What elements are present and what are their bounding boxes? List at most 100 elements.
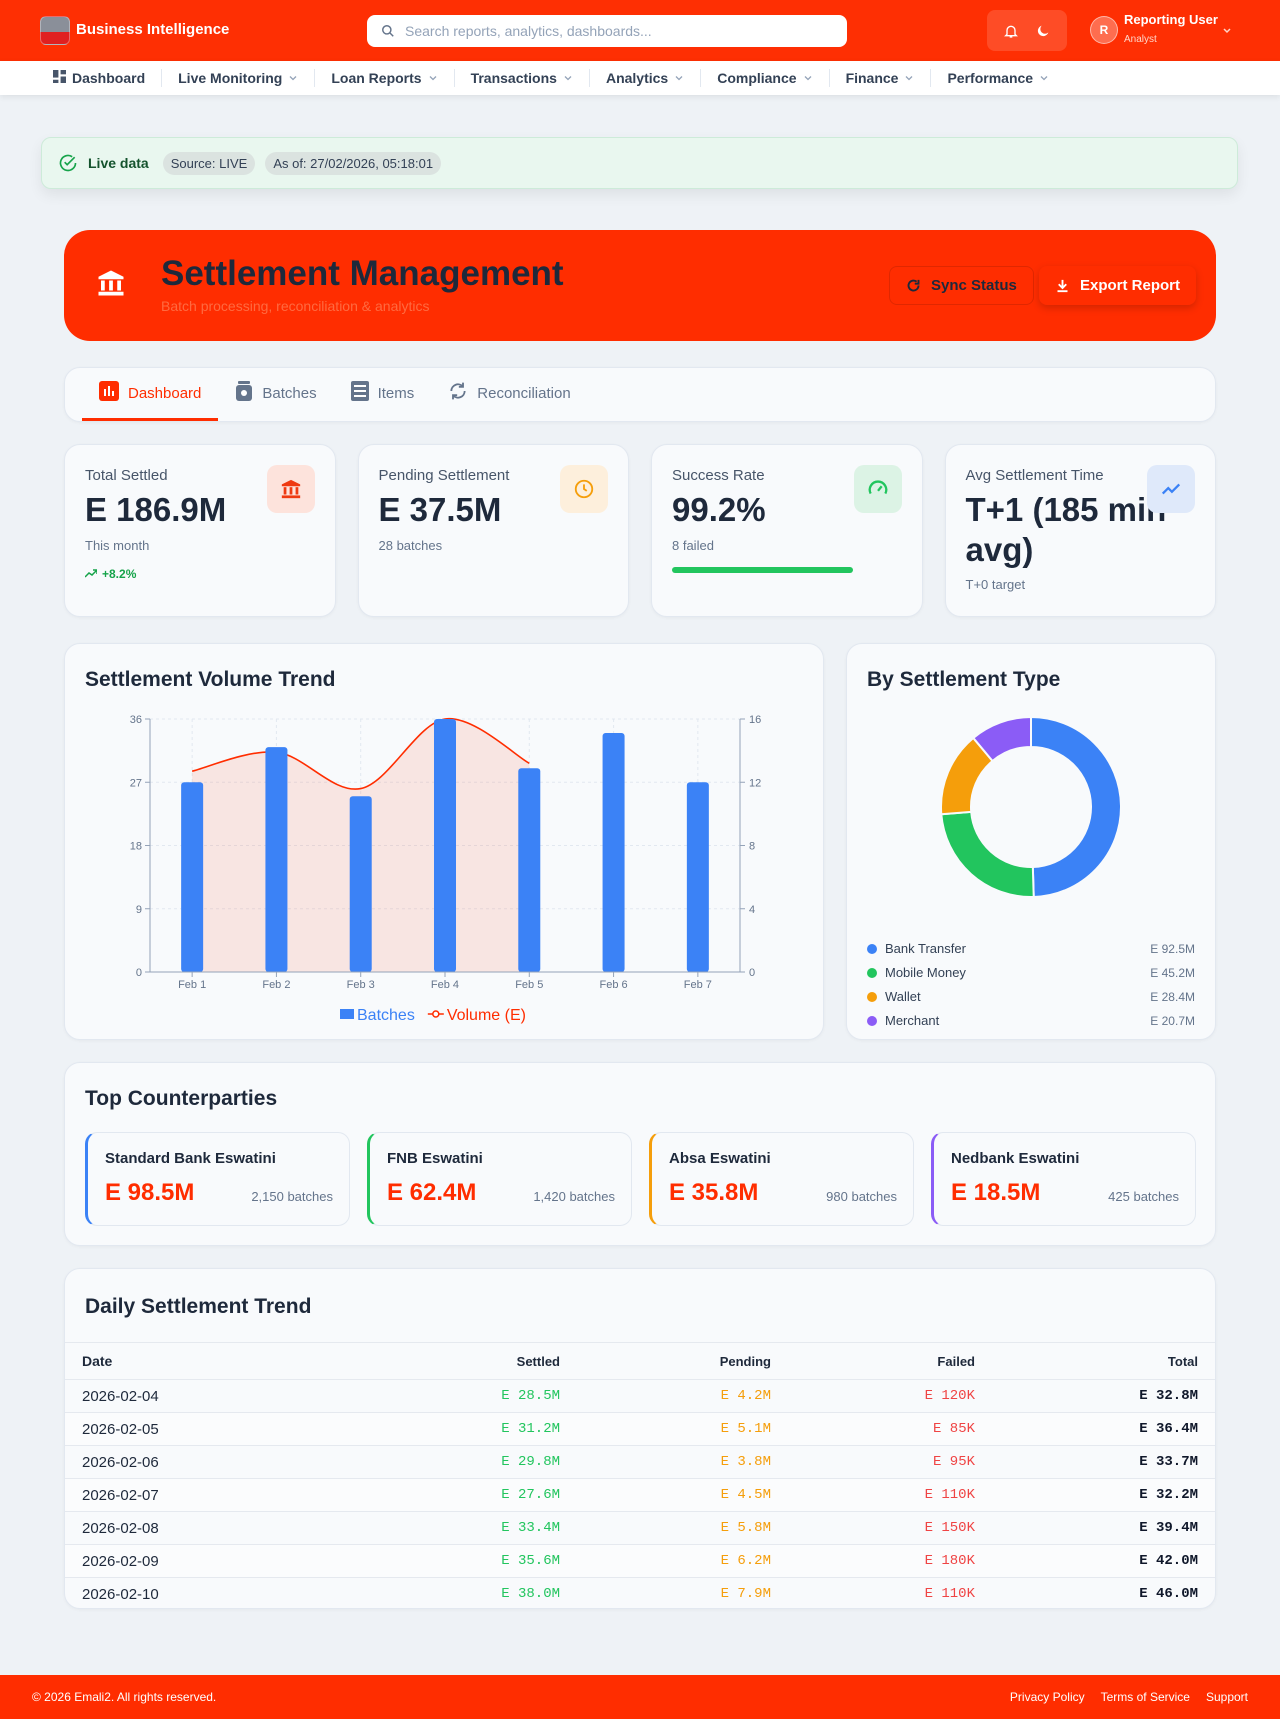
column-header: Total — [975, 1342, 1215, 1380]
counterparty-name: Nedbank Eswatini — [951, 1150, 1080, 1167]
status-icon — [59, 154, 77, 172]
y2-tick-label: 8 — [749, 841, 755, 853]
counterparty-amount: E 18.5M — [951, 1179, 1041, 1206]
nav-label: Loan Reports — [331, 70, 422, 86]
counterparty-batches: 1,420 batches — [533, 1189, 615, 1204]
table-cell: E 46.0M — [975, 1577, 1215, 1608]
table-cell: E 32.8M — [975, 1379, 1215, 1413]
tab-icon — [448, 381, 468, 405]
kpi-label: Pending Settlement — [378, 467, 510, 484]
search-box[interactable]: Search reports, analytics, dashboards... — [367, 15, 847, 47]
table-row: 2026-02-09 E 35.6M E 6.2M E 180K E 42.0M — [65, 1544, 1215, 1578]
x-tick-label: Feb 6 — [600, 979, 628, 991]
nav-label: Finance — [845, 70, 899, 86]
table-cell: E 3.8M — [560, 1445, 771, 1479]
table-cell: 2026-02-04 — [65, 1379, 400, 1413]
sync-label: Sync Status — [931, 277, 1017, 294]
counterparty-batches: 425 batches — [1108, 1189, 1179, 1204]
counterparty[interactable]: Nedbank Eswatini E 18.5M 425 batches — [931, 1132, 1196, 1226]
table-cell: E 5.1M — [560, 1412, 771, 1446]
counterparty[interactable]: Standard Bank Eswatini E 98.5M 2,150 batch… — [85, 1132, 350, 1226]
legend-label: Merchant — [885, 1013, 940, 1028]
counterparty[interactable]: FNB Eswatini E 62.4M 1,420 batches — [367, 1132, 632, 1226]
theme-button[interactable] — [1035, 23, 1051, 39]
nav-item[interactable]: Live Monitoring — [161, 69, 314, 87]
bell-button[interactable] — [1003, 23, 1019, 39]
table-cell: 2026-02-09 — [65, 1544, 400, 1578]
logo[interactable] — [40, 16, 70, 45]
header-row: Date Settled Pending Failed Total — [65, 1342, 1215, 1380]
nav-label: Compliance — [717, 70, 797, 86]
table-cell: E 7.9M — [560, 1577, 771, 1608]
export-label: Export Report — [1080, 277, 1181, 294]
tab[interactable]: Reconciliation — [431, 368, 587, 421]
trend-icon — [84, 567, 98, 581]
counterparty-amount: E 35.8M — [669, 1179, 759, 1206]
footer-link[interactable]: Support — [1205, 1690, 1248, 1704]
counterparty-name: Absa Eswatini — [669, 1150, 771, 1167]
combo-chart: Settlement Volume Trend 0 9 18 27 36 0 4 8 12 16 Fe… — [85, 668, 761, 1024]
legend-swatch — [432, 1010, 440, 1018]
donut-chart: By Settlement Type Bank Transfer E 92.5M Mo… — [867, 668, 1195, 1028]
table-cell: E 31.2M — [400, 1412, 560, 1446]
nav-item[interactable]: Analytics — [588, 69, 700, 87]
user-name[interactable]: Reporting User — [1124, 12, 1218, 27]
table-cell: E 38.0M — [400, 1577, 560, 1608]
nav-item[interactable]: Finance — [828, 69, 931, 87]
hero-icon — [98, 270, 124, 296]
tab[interactable]: Dashboard — [82, 368, 219, 421]
nav-item[interactable]: Loan Reports — [314, 69, 453, 87]
footer-link[interactable]: Privacy Policy — [1009, 1690, 1085, 1704]
table-cell: E 28.5M — [400, 1379, 560, 1413]
table-cell: E 110K — [771, 1478, 975, 1512]
kpi-icon — [560, 465, 608, 513]
kpi-card: Avg Settlement Time T+1 (185 min avg) T+0 … — [944, 444, 1216, 617]
kpi-note: 28 batches — [378, 537, 443, 553]
as-of-pill: As of: 27/02/2026, 05:18:01 — [265, 151, 442, 175]
tab-icon — [99, 381, 119, 405]
brand[interactable]: Business Intelligence — [76, 21, 230, 38]
tab-label: Dashboard — [128, 384, 202, 402]
kpi-note: T+0 target — [965, 577, 1026, 593]
legend-value: E 45.2M — [1150, 966, 1195, 980]
nav-item[interactable]: Compliance — [700, 69, 828, 87]
legend-label: Volume (E) — [447, 1007, 526, 1024]
nav-item[interactable]: Dashboard — [37, 69, 161, 87]
nav-item[interactable]: Transactions — [453, 69, 589, 87]
footer-link[interactable]: Terms of Service — [1100, 1690, 1190, 1704]
user-menu-chevron[interactable] — [1222, 26, 1232, 36]
legend-swatch — [340, 1009, 354, 1019]
counterparty[interactable]: Absa Eswatini E 35.8M 980 batches — [649, 1132, 914, 1226]
tab[interactable]: Items — [334, 368, 432, 421]
kpi-value: 99.2% — [672, 491, 766, 528]
table-cell: 2026-02-05 — [65, 1412, 400, 1446]
avatar[interactable]: R — [1090, 16, 1118, 44]
column-header: Settled — [400, 1342, 560, 1380]
trend-card: Settlement Volume Trend 0 9 18 27 36 0 4 8 12 16 Fe… — [64, 643, 824, 1040]
y-tick-label: 36 — [130, 714, 142, 726]
tab-icon — [235, 381, 253, 405]
export-button[interactable]: Export Report — [1039, 266, 1197, 305]
y-tick-label: 0 — [136, 967, 142, 979]
kpi-value: T+1 (185 min avg) — [965, 491, 1167, 568]
tab[interactable]: Batches — [218, 368, 333, 421]
nav-item[interactable]: Performance — [930, 69, 1065, 87]
table-cell: E 6.2M — [560, 1544, 771, 1578]
legend-dot — [867, 992, 877, 1002]
kpi-label: Total Settled — [85, 467, 168, 484]
bar — [518, 768, 541, 972]
table-cell: 2026-02-08 — [65, 1511, 400, 1545]
kpi-card: Success Rate 99.2% 8 failed — [651, 444, 923, 617]
tab-label: Batches — [262, 384, 317, 402]
sync-button[interactable]: Sync Status — [889, 266, 1034, 305]
donut-slice — [940, 810, 1035, 898]
column-header: Failed — [771, 1342, 975, 1380]
table-cell: E 36.4M — [975, 1412, 1215, 1446]
nav-chevron — [288, 70, 298, 86]
counterparty-name: Standard Bank Eswatini — [105, 1150, 276, 1167]
table-cell: E 85K — [771, 1412, 975, 1446]
counterparty-amount: E 98.5M — [105, 1179, 195, 1206]
hero-subtitle: Batch processing, reconciliation & analy… — [161, 298, 430, 314]
counterparty-list: Standard Bank Eswatini E 98.5M 2,150 batch… — [85, 1132, 1196, 1226]
